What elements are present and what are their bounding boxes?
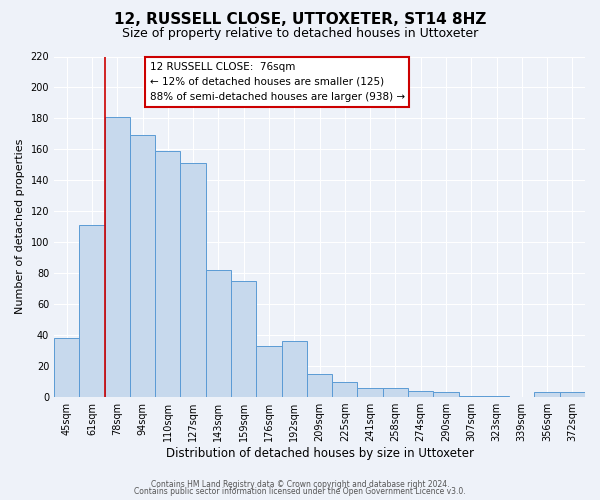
Bar [155, 151, 181, 397]
Bar [433, 392, 458, 397]
Bar [484, 396, 509, 397]
Bar [130, 136, 155, 397]
Text: 12, RUSSELL CLOSE, UTTOXETER, ST14 8HZ: 12, RUSSELL CLOSE, UTTOXETER, ST14 8HZ [114, 12, 486, 28]
Bar [256, 346, 281, 397]
Bar [307, 374, 332, 397]
Bar [383, 388, 408, 397]
Bar [535, 392, 560, 397]
Bar [408, 391, 433, 397]
Bar [79, 225, 104, 397]
Bar [332, 382, 358, 397]
Bar [358, 388, 383, 397]
Bar [560, 392, 585, 397]
Text: Contains public sector information licensed under the Open Government Licence v3: Contains public sector information licen… [134, 487, 466, 496]
Y-axis label: Number of detached properties: Number of detached properties [15, 139, 25, 314]
Bar [206, 270, 231, 397]
Text: Size of property relative to detached houses in Uttoxeter: Size of property relative to detached ho… [122, 28, 478, 40]
Bar [458, 396, 484, 397]
Text: Contains HM Land Registry data © Crown copyright and database right 2024.: Contains HM Land Registry data © Crown c… [151, 480, 449, 489]
Bar [281, 342, 307, 397]
Bar [231, 281, 256, 397]
Bar [54, 338, 79, 397]
Bar [181, 164, 206, 397]
X-axis label: Distribution of detached houses by size in Uttoxeter: Distribution of detached houses by size … [166, 447, 473, 460]
Bar [104, 117, 130, 397]
Text: 12 RUSSELL CLOSE:  76sqm
← 12% of detached houses are smaller (125)
88% of semi-: 12 RUSSELL CLOSE: 76sqm ← 12% of detache… [149, 62, 405, 102]
